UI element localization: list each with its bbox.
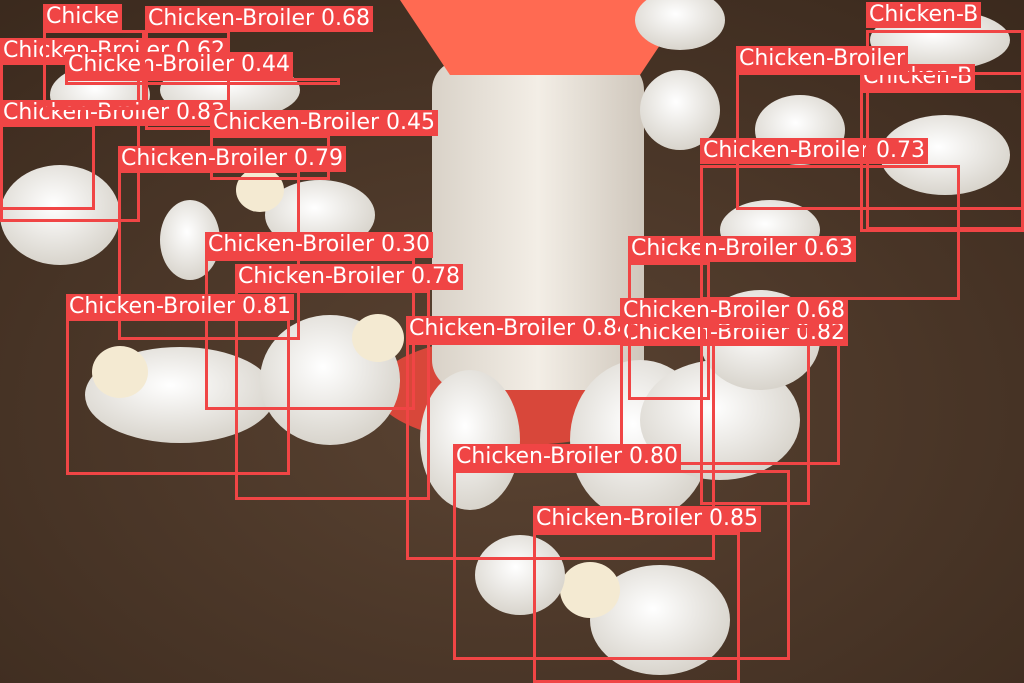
detection-score: 0.68 xyxy=(789,298,846,323)
detection-box xyxy=(65,78,340,85)
detection-label: Chicken-B xyxy=(866,2,982,28)
detection-class: Chicken-Broiler xyxy=(631,236,798,261)
feeder-hopper xyxy=(400,0,690,75)
detection-class: Chicken-Broiler xyxy=(148,6,315,31)
detection-label: Chicken-Broiler 0.63 xyxy=(628,236,857,262)
detection-score: 0.80 xyxy=(622,444,679,469)
detection-label: Chicken-Broiler 0.79 xyxy=(118,146,347,172)
detection-label: Chicken-Broiler 0.68 xyxy=(145,6,374,32)
detection-score: 0.82 xyxy=(789,320,846,345)
detection-score: 0.68 xyxy=(314,6,371,31)
detection-box xyxy=(406,342,715,560)
detection-class: Chicken-Broiler xyxy=(456,444,623,469)
detection-class: Chicken-Broiler xyxy=(623,298,790,323)
detection-score: 0.44 xyxy=(234,52,291,77)
detection-class: Chicke xyxy=(46,4,120,29)
detection-label: Chicke xyxy=(43,4,123,30)
detection-score: 0.79 xyxy=(287,146,344,171)
detection-box xyxy=(0,124,95,210)
detection-score: 0.81 xyxy=(235,294,292,319)
detection-label: Chicken-Broiler 0.30 xyxy=(205,232,434,258)
detection-box xyxy=(736,72,1024,210)
detection-label: Chicken-Broiler 0.84 xyxy=(406,316,635,342)
detection-score: 0.63 xyxy=(797,236,854,261)
detection-label: Chicken-Broiler xyxy=(736,46,909,72)
detection-box xyxy=(700,165,960,300)
detection-score: 0.85 xyxy=(702,506,759,531)
detection-class: Chicken-Broiler xyxy=(3,100,170,125)
detection-class: Chicken-B xyxy=(869,2,979,27)
feeder-tube xyxy=(432,60,644,390)
detection-score: 0.73 xyxy=(869,138,926,163)
detection-class: Chicken-Broiler xyxy=(703,138,870,163)
detection-label: Chicken-Broiler 0.85 xyxy=(533,506,762,532)
detection-class: Chicken-Broiler xyxy=(739,46,906,71)
detection-class: Chicken-Broiler xyxy=(238,264,405,289)
detection-class: Chicken-Broiler xyxy=(208,232,375,257)
detection-label: Chicken-Broiler 0.81 xyxy=(66,294,295,320)
detection-score: 0.45 xyxy=(379,110,436,135)
detection-box xyxy=(453,470,790,660)
detection-score: 0.30 xyxy=(374,232,431,257)
detection-box xyxy=(628,262,710,400)
detection-box xyxy=(43,30,145,110)
detection-class: Chicken-Broiler xyxy=(121,146,288,171)
detection-class: Chicken-Broiler xyxy=(409,316,576,341)
detection-label: Chicken-Broiler 0.68 xyxy=(620,298,849,324)
detection-label: Chicken-Broiler 0.44 xyxy=(65,52,294,78)
detection-class: Chicken-Broiler xyxy=(68,52,235,77)
detection-class: Chicken-Broiler xyxy=(536,506,703,531)
detection-class: Chicken-Broiler xyxy=(213,110,380,135)
detection-score: 0.78 xyxy=(404,264,461,289)
detection-class: Chicken-Broiler xyxy=(623,320,790,345)
detection-class: Chicken-Broiler xyxy=(69,294,236,319)
detection-box xyxy=(66,318,290,475)
detection-label: Chicken-Broiler 0.82 xyxy=(620,320,849,346)
detection-label: Chicken-Broiler 0.80 xyxy=(453,444,682,470)
detection-label: Chicken-Broiler 0.78 xyxy=(235,264,464,290)
detection-box xyxy=(235,290,430,500)
detection-label: Chicken-Broiler 0.45 xyxy=(210,110,439,136)
detection-box xyxy=(533,532,740,683)
detection-box xyxy=(700,325,810,505)
